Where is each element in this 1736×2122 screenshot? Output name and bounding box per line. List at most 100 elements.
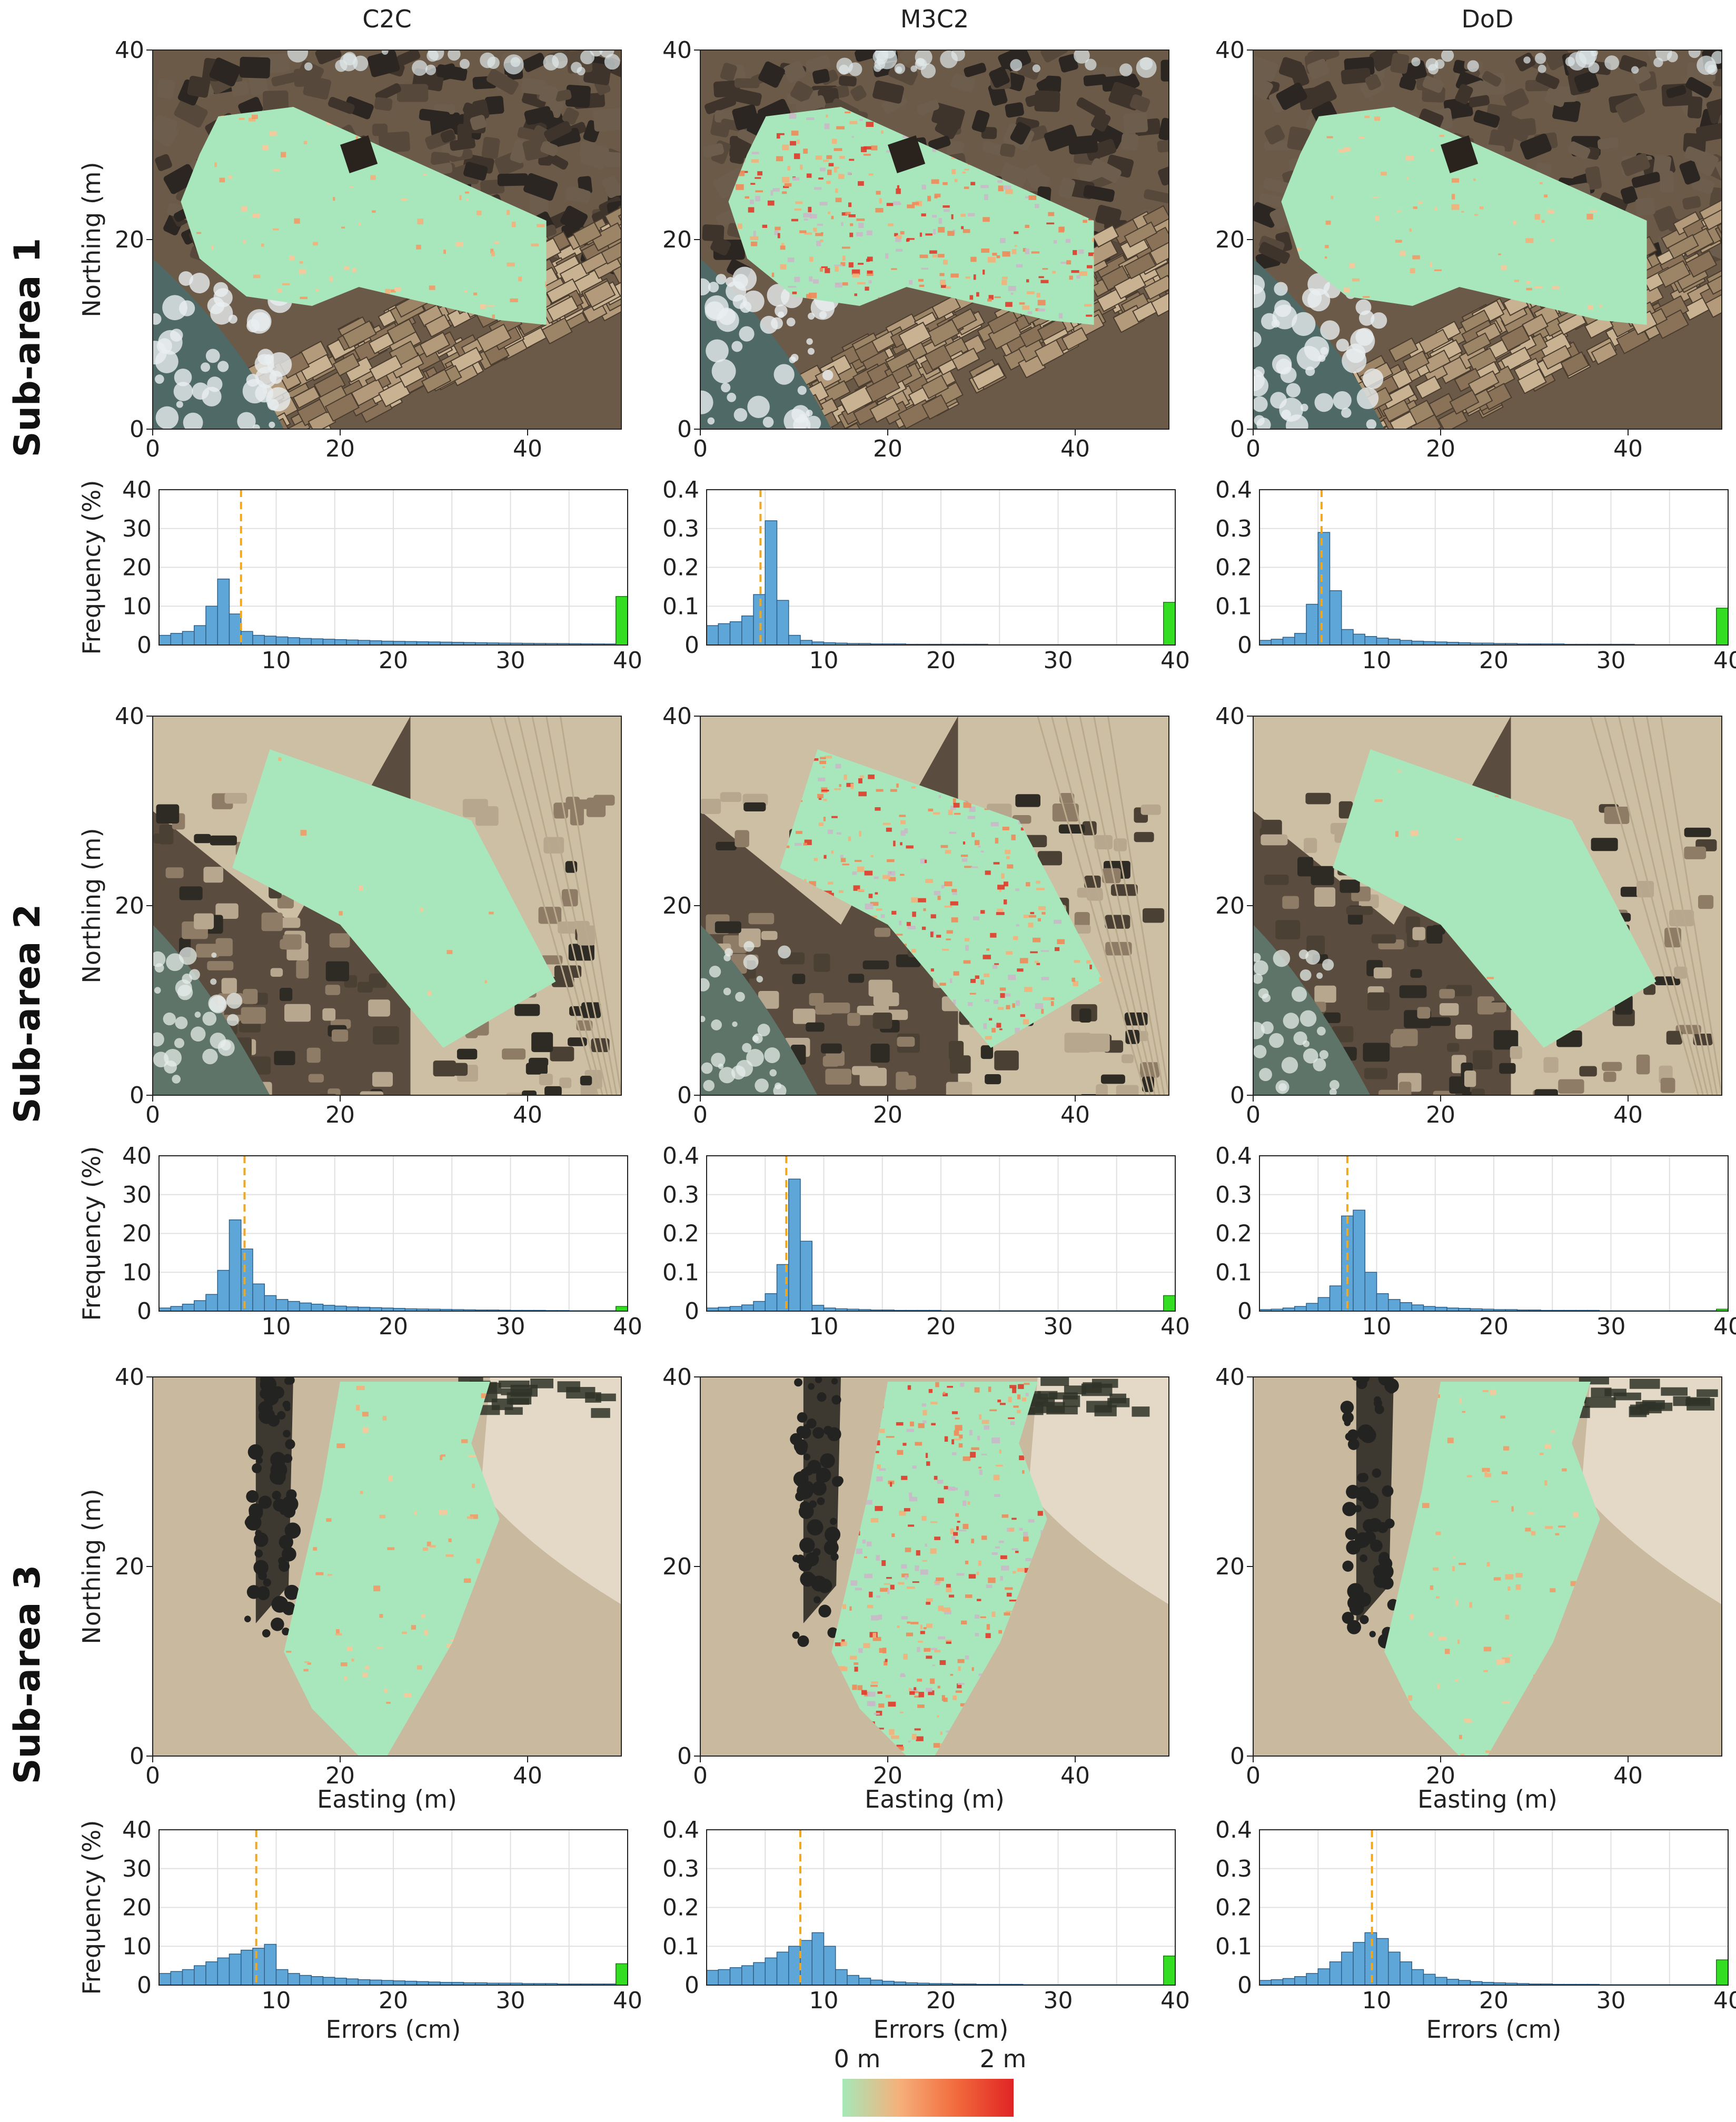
error-patch bbox=[820, 757, 826, 760]
error-patch bbox=[1036, 963, 1040, 965]
error-patch bbox=[952, 1452, 957, 1455]
error-patch bbox=[906, 1429, 914, 1432]
error-patch bbox=[954, 1430, 959, 1436]
sea-foam bbox=[173, 382, 193, 401]
error-patch bbox=[803, 219, 808, 221]
rock-block bbox=[544, 121, 572, 142]
histogram-bar bbox=[158, 634, 171, 646]
rock-block bbox=[1687, 96, 1703, 119]
rock-block bbox=[544, 1086, 562, 1095]
error-patch bbox=[1502, 1701, 1510, 1703]
histogram-bar bbox=[800, 1940, 812, 1986]
sea-foam bbox=[1283, 1013, 1299, 1029]
error-patch bbox=[989, 1018, 993, 1021]
error-patch bbox=[273, 168, 280, 172]
error-patch bbox=[1429, 1632, 1434, 1636]
error-patch bbox=[1099, 977, 1104, 982]
x-tick-label: 30 bbox=[1596, 1313, 1626, 1340]
x-tick-label: 40 bbox=[1613, 435, 1643, 462]
wall-brick bbox=[1717, 214, 1722, 240]
error-patch bbox=[1006, 1592, 1012, 1597]
error-patch bbox=[896, 1422, 904, 1426]
wall-brick bbox=[1166, 272, 1169, 300]
error-patch bbox=[1020, 1014, 1025, 1017]
sea-foam bbox=[786, 318, 796, 326]
error-patch bbox=[461, 1439, 468, 1443]
error-patch bbox=[971, 832, 975, 837]
error-patch bbox=[1036, 888, 1045, 890]
error-patch bbox=[1539, 1452, 1544, 1455]
histogram-bar bbox=[753, 1962, 766, 1986]
histogram-bar bbox=[241, 631, 253, 646]
histogram-bar bbox=[182, 631, 195, 646]
error-patch bbox=[994, 963, 999, 965]
y-tick-label: 0.3 bbox=[662, 1856, 699, 1882]
error-patch bbox=[470, 1514, 478, 1519]
wall-brick bbox=[1316, 428, 1346, 429]
error-patch bbox=[1525, 1528, 1531, 1532]
x-tick-label: 30 bbox=[1044, 647, 1073, 674]
error-patch bbox=[886, 1436, 895, 1438]
rock-block bbox=[256, 1456, 263, 1464]
error-patch bbox=[787, 257, 795, 262]
error-patch bbox=[1482, 1390, 1489, 1392]
error-patch bbox=[1030, 951, 1038, 954]
error-patch bbox=[819, 202, 828, 206]
error-patch bbox=[1060, 261, 1067, 264]
rock-block bbox=[343, 96, 374, 120]
rock-block bbox=[539, 1073, 553, 1086]
error-patch bbox=[1462, 1411, 1466, 1413]
histogram-bar bbox=[311, 1303, 324, 1312]
error-patch bbox=[838, 890, 844, 893]
y-tick-label: 0 bbox=[685, 632, 699, 659]
error-patch bbox=[875, 892, 878, 895]
histogram-bar bbox=[765, 1957, 778, 1986]
sea-foam bbox=[1631, 66, 1639, 74]
y-tick-label: 40 bbox=[122, 477, 152, 503]
error-patch bbox=[919, 284, 925, 287]
error-patch bbox=[294, 218, 300, 224]
error-patch bbox=[1010, 292, 1014, 295]
sea-foam bbox=[731, 341, 743, 352]
error-patch bbox=[751, 152, 759, 154]
error-patch bbox=[1002, 827, 1009, 830]
error-patch bbox=[986, 948, 990, 951]
error-patch bbox=[794, 842, 802, 846]
rock-block bbox=[1363, 1043, 1390, 1062]
error-patch bbox=[900, 231, 905, 235]
sea-foam bbox=[799, 414, 806, 421]
error-patch bbox=[817, 794, 824, 798]
error-patch bbox=[838, 174, 845, 179]
error-patch bbox=[914, 1695, 920, 1698]
rock-block bbox=[436, 64, 468, 81]
error-patch bbox=[849, 1606, 852, 1611]
rock-block bbox=[1664, 927, 1682, 948]
rock-block bbox=[872, 1013, 892, 1029]
error-patch bbox=[806, 117, 815, 120]
error-patch bbox=[243, 240, 246, 244]
error-patch bbox=[856, 218, 865, 221]
error-patch bbox=[934, 1650, 941, 1653]
rock-block bbox=[1713, 63, 1722, 89]
error-patch bbox=[940, 284, 946, 288]
x-tick-label: 30 bbox=[496, 647, 525, 674]
error-patch bbox=[920, 1624, 923, 1630]
error-patch bbox=[1041, 977, 1049, 980]
rock-block bbox=[484, 96, 504, 115]
error-patch bbox=[926, 1623, 933, 1628]
rock-block bbox=[174, 98, 208, 128]
rock-block bbox=[1129, 94, 1150, 112]
vegetation bbox=[1083, 1382, 1102, 1393]
rock-block bbox=[244, 1615, 251, 1622]
sea-foam bbox=[1270, 392, 1287, 409]
rock-block bbox=[560, 205, 588, 232]
error-patch bbox=[1544, 1480, 1547, 1486]
error-patch bbox=[858, 778, 862, 784]
sea-foam bbox=[1319, 1050, 1328, 1059]
rock-block bbox=[1635, 197, 1655, 216]
error-patch bbox=[905, 1548, 911, 1552]
histogram-bar bbox=[1353, 633, 1365, 646]
error-patch bbox=[1515, 1584, 1521, 1590]
x-tick-label: 20 bbox=[873, 1762, 902, 1789]
rock-block bbox=[825, 1526, 841, 1543]
